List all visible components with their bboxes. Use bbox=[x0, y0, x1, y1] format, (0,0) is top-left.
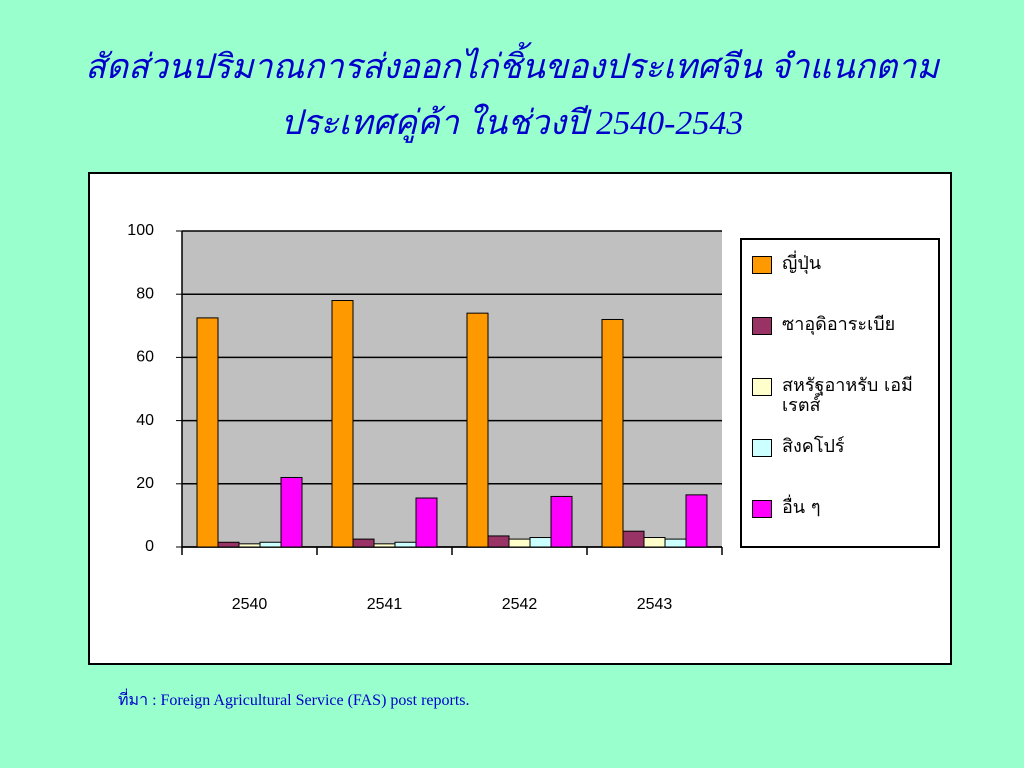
legend-label: สหรัฐอาหรับ เอมีเรตส์ bbox=[782, 375, 913, 416]
bar bbox=[529, 537, 552, 548]
bar bbox=[217, 541, 240, 548]
bar bbox=[352, 538, 375, 548]
bar bbox=[664, 538, 687, 548]
legend-swatch bbox=[752, 256, 772, 274]
title: สัดส่วนปริมาณการส่งออกไก่ชิ้นของประเทศจี… bbox=[0, 40, 1024, 152]
bar bbox=[643, 537, 666, 548]
x-tick-label: 2542 bbox=[502, 596, 538, 613]
bar bbox=[373, 543, 396, 548]
y-tick-label: 40 bbox=[136, 412, 154, 429]
bar bbox=[196, 317, 219, 548]
title-line: สัดส่วนปริมาณการส่งออกไก่ชิ้นของประเทศจี… bbox=[85, 49, 939, 86]
legend-entry: ซาอุดิอาระเบีย bbox=[752, 315, 932, 335]
legend-swatch bbox=[752, 439, 772, 457]
legend-label: อื่น ๆ bbox=[782, 497, 821, 518]
bar bbox=[622, 530, 645, 548]
bar bbox=[394, 541, 417, 548]
y-tick-label: 80 bbox=[136, 285, 154, 302]
legend-swatch bbox=[752, 317, 772, 335]
legend-label: สิงคโปร์ bbox=[782, 436, 845, 457]
bar bbox=[415, 497, 438, 548]
bar bbox=[487, 535, 510, 548]
plot-area bbox=[182, 231, 722, 547]
bar bbox=[331, 300, 354, 548]
legend-swatch bbox=[752, 378, 772, 396]
legend-entry: ญี่ปุ่น bbox=[752, 254, 932, 274]
legend-swatch bbox=[752, 500, 772, 518]
x-tick-label: 2543 bbox=[637, 596, 673, 613]
x-tick-label: 2541 bbox=[367, 596, 403, 613]
x-tick-label: 2540 bbox=[232, 596, 268, 613]
source: ที่มา : Foreign Agricultural Service (FA… bbox=[118, 692, 470, 709]
y-tick-label: 0 bbox=[145, 538, 154, 555]
bar bbox=[685, 494, 708, 548]
bar bbox=[508, 538, 531, 548]
legend-entry: อื่น ๆ bbox=[752, 498, 932, 518]
legend-entry: สิงคโปร์ bbox=[752, 437, 932, 457]
legend: ญี่ปุ่นซาอุดิอาระเบียสหรัฐอาหรับ เอมีเรต… bbox=[740, 238, 940, 548]
y-tick-label: 100 bbox=[127, 222, 154, 239]
bar bbox=[601, 318, 624, 548]
y-tick-label: 60 bbox=[136, 349, 154, 366]
bar bbox=[280, 476, 303, 548]
bar bbox=[259, 541, 282, 548]
legend-entry: สหรัฐอาหรับ เอมีเรตส์ bbox=[752, 376, 932, 416]
legend-label: ญี่ปุ่น bbox=[782, 253, 822, 274]
legend-label: ซาอุดิอาระเบีย bbox=[782, 314, 896, 335]
y-tick-label: 20 bbox=[136, 475, 154, 492]
title-line: ประเทศคู่ค้า ในช่วงปี 2540-2543 bbox=[280, 105, 744, 142]
bar bbox=[466, 312, 489, 548]
bar bbox=[550, 495, 573, 548]
bar bbox=[238, 543, 261, 548]
